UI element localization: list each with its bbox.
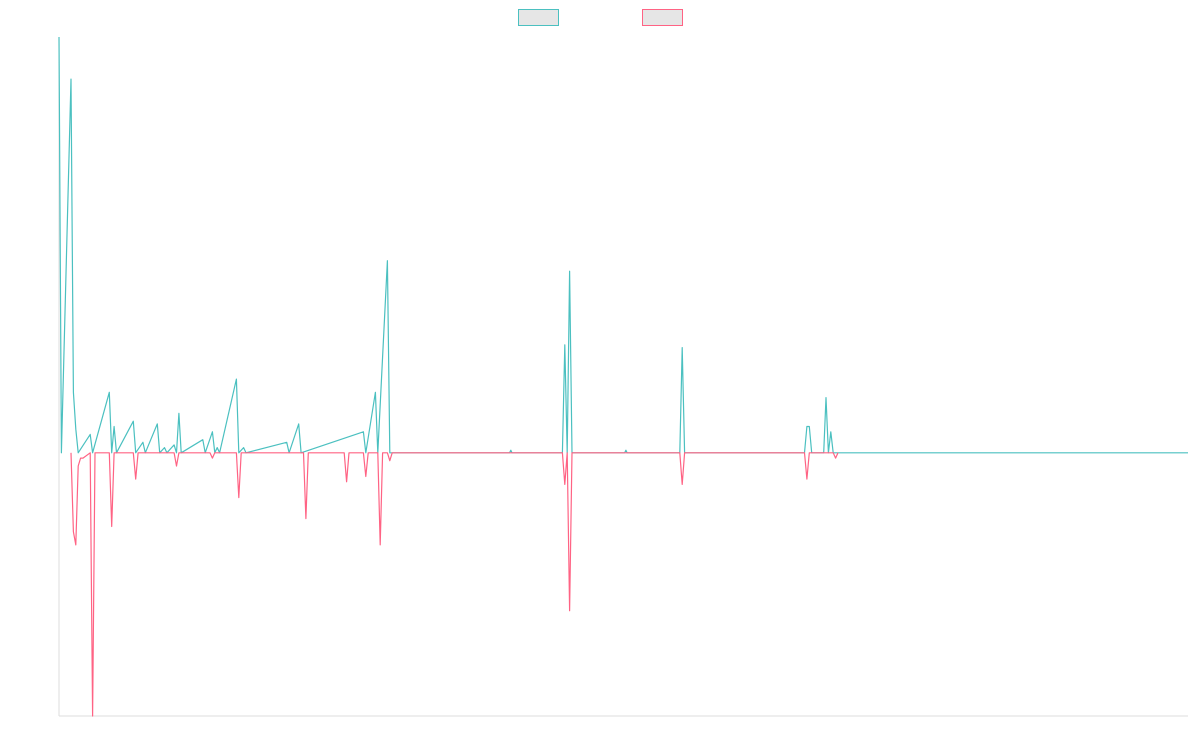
series-line-1 (58, 36, 1188, 454)
axes (58, 37, 1188, 717)
series-layer (58, 36, 1188, 717)
legend-swatch (642, 9, 683, 26)
series-line-2 (70, 452, 839, 717)
legend-item-2[interactable] (642, 9, 683, 26)
legend[interactable] (518, 9, 683, 26)
legend-item-1[interactable] (518, 9, 559, 26)
legend-swatch (518, 9, 559, 26)
